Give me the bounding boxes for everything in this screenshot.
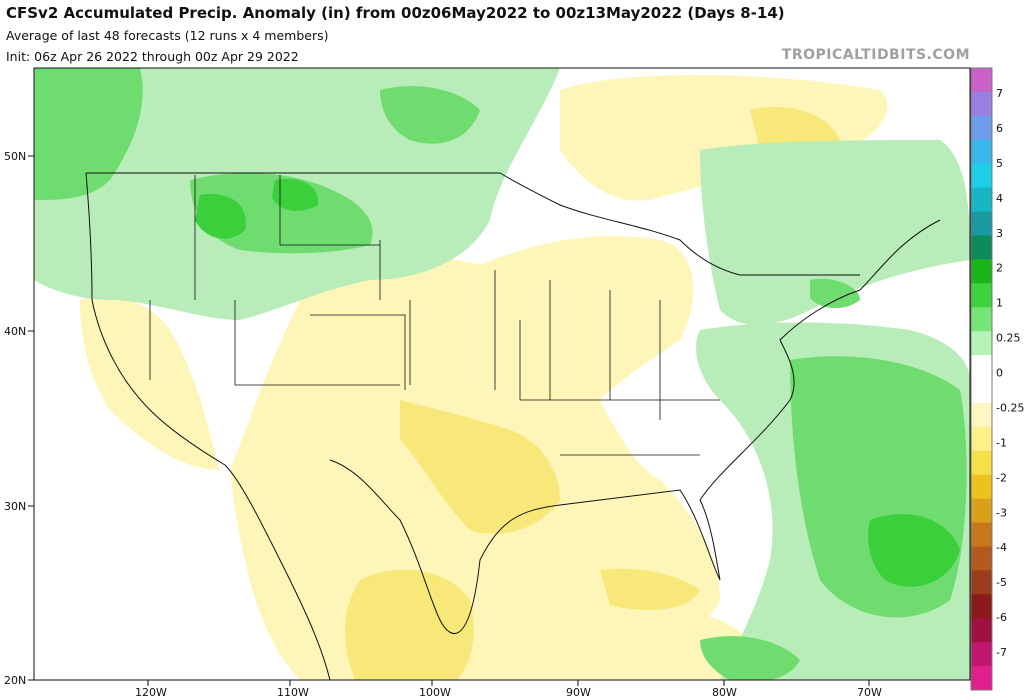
colorbar-swatch bbox=[971, 618, 992, 643]
wet-core-caribbean bbox=[700, 636, 800, 680]
dry-moderate-mexico bbox=[345, 569, 474, 680]
colorbar-swatch bbox=[971, 522, 992, 547]
state-lines bbox=[149, 175, 720, 456]
colorbar-label: 1 bbox=[996, 297, 1003, 310]
lat-label-40n: 40N bbox=[4, 325, 26, 338]
dry-moderate-gulf bbox=[400, 400, 560, 534]
map-title: CFSv2 Accumulated Precip. Anomaly (in) f… bbox=[6, 4, 785, 22]
site-credit: TROPICALTIDBITS.COM bbox=[781, 47, 970, 63]
colorbar-swatch bbox=[971, 115, 992, 141]
wet-region-northeast bbox=[700, 140, 970, 325]
wet-max-atlantic bbox=[868, 514, 960, 587]
wet-max-montana bbox=[272, 178, 319, 211]
colorbar-swatch bbox=[971, 474, 992, 500]
colorbar-frame bbox=[970, 67, 993, 691]
colorbar-label: -4 bbox=[996, 541, 1007, 554]
colorbar-swatch bbox=[971, 259, 992, 284]
colorbar-label: -6 bbox=[996, 611, 1007, 624]
longitude-axis: 120W 110W 100W 90W 80W 70W bbox=[135, 680, 882, 699]
dry-region-southwest bbox=[80, 296, 220, 470]
colorbar-swatch bbox=[971, 139, 992, 165]
colorbar-label: 3 bbox=[996, 227, 1003, 240]
dry-moderate-gulf-east bbox=[600, 568, 700, 610]
wet-core-dakotas bbox=[380, 86, 480, 144]
colorbar-swatch bbox=[971, 91, 992, 117]
lat-label-20n: 20N bbox=[4, 674, 26, 687]
colorbar-label: -1 bbox=[996, 436, 1007, 449]
map-field bbox=[34, 68, 970, 680]
colorbar-label: -5 bbox=[996, 576, 1007, 589]
colorbar-swatch bbox=[971, 307, 992, 332]
lon-label-70w: 70W bbox=[857, 686, 882, 699]
colorbar-label: -0.25 bbox=[996, 401, 1024, 414]
colorbar-swatch bbox=[971, 594, 992, 619]
colorbar-swatch bbox=[971, 283, 992, 308]
colorbar-label: 6 bbox=[996, 122, 1003, 135]
colorbar-label: -3 bbox=[996, 506, 1007, 519]
wet-max-idaho bbox=[195, 194, 246, 239]
us-canada-border bbox=[86, 172, 860, 276]
latitude-axis: 50N 40N 30N 20N bbox=[4, 150, 34, 687]
colorbar-swatch bbox=[971, 498, 992, 524]
colorbar-swatch bbox=[971, 426, 992, 452]
gulf-coast-line bbox=[329, 219, 941, 634]
colorbar-swatch bbox=[971, 235, 992, 260]
colorbar-swatch bbox=[971, 68, 992, 93]
colorbar-swatch bbox=[971, 211, 992, 236]
colorbar-swatch bbox=[971, 570, 992, 595]
colorbar-label: 7 bbox=[996, 87, 1003, 100]
colorbar-swatch bbox=[971, 666, 992, 691]
colorbar-swatch bbox=[971, 355, 992, 380]
colorbar-swatch bbox=[971, 187, 992, 213]
colorbar-label: 5 bbox=[996, 157, 1003, 170]
colorbar bbox=[970, 67, 993, 691]
colorbar-label: -2 bbox=[996, 471, 1007, 484]
map-frame bbox=[33, 67, 971, 681]
map-init-text: Init: 06z Apr 26 2022 through 00z Apr 29… bbox=[6, 49, 299, 64]
boundaries bbox=[85, 172, 941, 680]
colorbar-swatch bbox=[971, 450, 992, 476]
colorbar-swatch bbox=[971, 331, 992, 356]
lon-label-110w: 110W bbox=[277, 686, 309, 699]
lat-label-50n: 50N bbox=[4, 150, 26, 163]
lat-label-30n: 30N bbox=[4, 500, 26, 513]
colorbar-labels: 7 6 5 4 3 2 1 0.25 0 -0.25 -1 -2 -3 -4 -5 -6 -7 bbox=[996, 87, 1024, 659]
colorbar-label: 0.25 bbox=[996, 332, 1021, 345]
lon-label-120w: 120W bbox=[135, 686, 167, 699]
colorbar-label: -7 bbox=[996, 646, 1007, 659]
wet-core-northwest bbox=[34, 68, 143, 200]
colorbar-label: 0 bbox=[996, 367, 1003, 380]
dry-region-northeast-canada bbox=[560, 75, 888, 201]
lon-label-90w: 90W bbox=[566, 686, 591, 699]
colorbar-label: 2 bbox=[996, 262, 1003, 275]
colorbar-swatch bbox=[971, 163, 992, 189]
colorbar-swatch bbox=[971, 546, 992, 571]
colorbar-swatch bbox=[971, 402, 992, 428]
lon-label-80w: 80W bbox=[712, 686, 737, 699]
colorbar-label: 4 bbox=[996, 192, 1003, 205]
lon-label-100w: 100W bbox=[419, 686, 451, 699]
west-coast-line bbox=[85, 172, 331, 680]
colorbar-swatch bbox=[971, 379, 992, 404]
colorbar-swatch bbox=[971, 642, 992, 667]
wet-core-northeast bbox=[810, 278, 860, 309]
map-subtitle: Average of last 48 forecasts (12 runs x … bbox=[6, 28, 329, 43]
map-header: CFSv2 Accumulated Precip. Anomaly (in) f… bbox=[0, 0, 1024, 68]
